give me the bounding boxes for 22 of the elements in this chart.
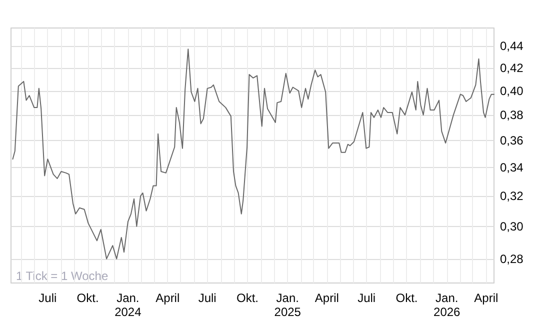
x-tick-label: Okt.: [76, 291, 99, 305]
x-tick-label: April: [314, 291, 339, 305]
y-tick-label: 0,40: [500, 84, 524, 98]
x-tick-label: Okt.: [236, 291, 258, 305]
y-tick-label: 0,34: [500, 160, 524, 174]
x-tick-label: Jan. 2024: [114, 291, 142, 319]
y-tick-label: 0,44: [500, 38, 524, 53]
y-tick-label: 0,30: [500, 219, 524, 234]
y-tick-label: 0,38: [500, 108, 524, 122]
y-tick-label: 0,42: [500, 60, 524, 75]
y-tick-label: 0,32: [500, 188, 524, 203]
x-tick-label: Jan. 2025: [274, 291, 302, 319]
y-tick-label: 0,36: [500, 133, 524, 148]
x-tick-label: Jan. 2026: [434, 291, 461, 319]
x-tick-label: Okt.: [396, 291, 418, 305]
x-tick-label: April: [474, 291, 498, 305]
y-tick-label: 0,28: [500, 252, 524, 266]
line-series: [12, 48, 494, 260]
x-tick-label: Juli: [38, 291, 57, 305]
x-tick-label: Juli: [358, 291, 376, 305]
x-tick-label: April: [156, 291, 180, 305]
x-tick-label: Juli: [198, 291, 216, 305]
